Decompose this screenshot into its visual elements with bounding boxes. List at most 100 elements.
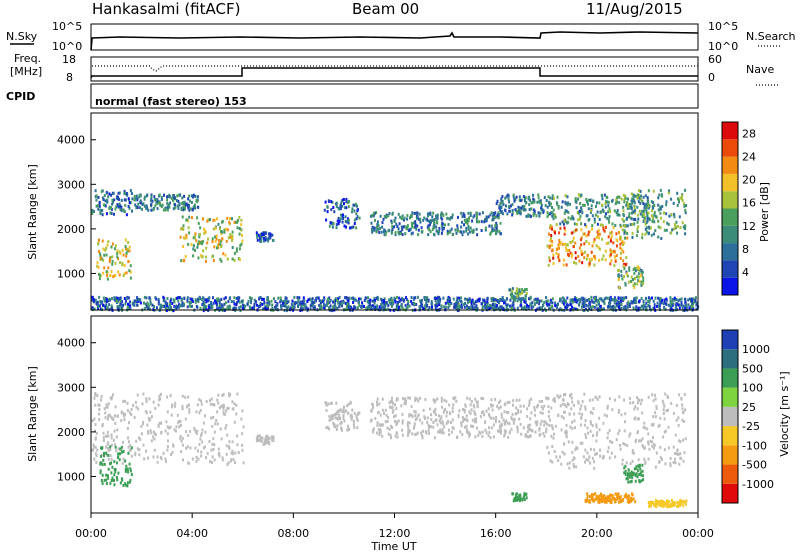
power-cell: [552, 208, 555, 212]
velocity-cell: [104, 411, 107, 415]
power-cell: [355, 217, 358, 221]
power-cell: [180, 298, 183, 302]
power-cell: [404, 303, 407, 307]
velocity-cell: [627, 468, 630, 472]
power-cell: [391, 225, 394, 229]
power-cell: [630, 192, 633, 196]
power-cell: [543, 307, 546, 311]
power-cell: [371, 304, 374, 308]
power-cell: [636, 275, 639, 279]
velocity-cell: [653, 504, 656, 508]
velocity-cell: [94, 393, 97, 397]
power-cell: [387, 307, 390, 311]
power-cell: [233, 220, 236, 224]
power-cell: [253, 298, 256, 302]
velocity-cell: [607, 499, 610, 503]
power-cell: [104, 203, 106, 207]
velocity-cell: [584, 460, 586, 464]
power-cell: [548, 201, 551, 205]
power-cell: [375, 211, 378, 215]
power-cell: [217, 297, 220, 301]
power-cell: [600, 210, 603, 214]
velocity-cell: [593, 448, 596, 452]
power-cell: [477, 297, 480, 301]
power-cell: [538, 214, 541, 218]
power-cell: [212, 259, 215, 262]
velocity-cell: [106, 405, 109, 409]
power-cell: [435, 216, 438, 220]
power-cell: [562, 222, 565, 226]
velocity-cell: [490, 398, 493, 402]
velocity-cell: [628, 397, 631, 400]
velocity-cell: [134, 453, 137, 457]
power-cell: [574, 251, 577, 255]
velocity-cell: [401, 412, 404, 416]
power-cell: [567, 210, 570, 214]
power-cell: [642, 202, 645, 205]
power-cell: [411, 214, 413, 218]
power-cell: [674, 226, 677, 230]
power-cell: [239, 228, 242, 232]
velocity-cell: [605, 500, 608, 504]
power-cell: [97, 207, 100, 211]
power-cell: [203, 231, 206, 235]
power-cell: [624, 283, 627, 287]
power-cell: [630, 217, 633, 221]
velocity-cell: [651, 444, 654, 448]
power-cell: [384, 304, 387, 308]
power-cell: [217, 299, 220, 303]
power-cell: [471, 304, 474, 308]
power-cell: [173, 196, 176, 200]
power-cell: [543, 196, 546, 199]
velocity-cell: [542, 431, 545, 435]
power-cell: [593, 217, 596, 221]
velocity-cell: [391, 426, 393, 429]
power-cell: [391, 227, 394, 231]
velocity-cell: [129, 448, 132, 452]
power-cell: [638, 196, 641, 200]
power-cell: [182, 208, 185, 212]
velocity-cell: [450, 421, 453, 424]
power-colorbar-tick: 4: [742, 266, 749, 279]
power-cell: [594, 257, 597, 261]
power-cell: [576, 299, 579, 302]
power-colorbar-label: Power [dB]: [758, 182, 771, 242]
velocity-cell: [554, 424, 557, 428]
power-cell: [409, 227, 412, 231]
power-cell: [633, 271, 636, 275]
velocity-cell: [489, 436, 492, 440]
power-cell: [136, 206, 139, 209]
velocity-cell: [404, 397, 407, 401]
power-cell: [590, 250, 593, 254]
power-cell: [203, 306, 206, 309]
power-cell: [401, 305, 404, 309]
power-cell: [520, 206, 523, 210]
power-cell: [545, 300, 548, 303]
power-cell: [406, 302, 409, 306]
power-cell: [472, 215, 475, 219]
power-cell: [268, 234, 271, 238]
velocity-cell: [451, 410, 454, 414]
velocity-cell: [195, 459, 198, 463]
power-cell: [631, 223, 634, 226]
velocity-cell: [589, 495, 591, 498]
velocity-cell: [128, 480, 131, 484]
power-cell: [616, 244, 618, 248]
power-cell: [476, 233, 479, 237]
power-cell: [372, 306, 375, 310]
velocity-cell: [187, 433, 190, 437]
power-cell: [387, 298, 390, 302]
velocity-ylabel: Slant Range [km]: [26, 366, 39, 462]
velocity-cell: [563, 452, 566, 456]
velocity-cell: [492, 416, 495, 420]
power-cell: [226, 307, 229, 311]
velocity-cell: [519, 404, 522, 408]
power-cell: [619, 223, 622, 227]
power-cell: [532, 305, 535, 309]
power-cell: [410, 296, 413, 299]
power-cell: [177, 200, 180, 203]
velocity-cell: [514, 495, 517, 499]
power-cell: [592, 199, 595, 203]
power-cell: [475, 300, 478, 303]
power-cell: [609, 239, 612, 243]
